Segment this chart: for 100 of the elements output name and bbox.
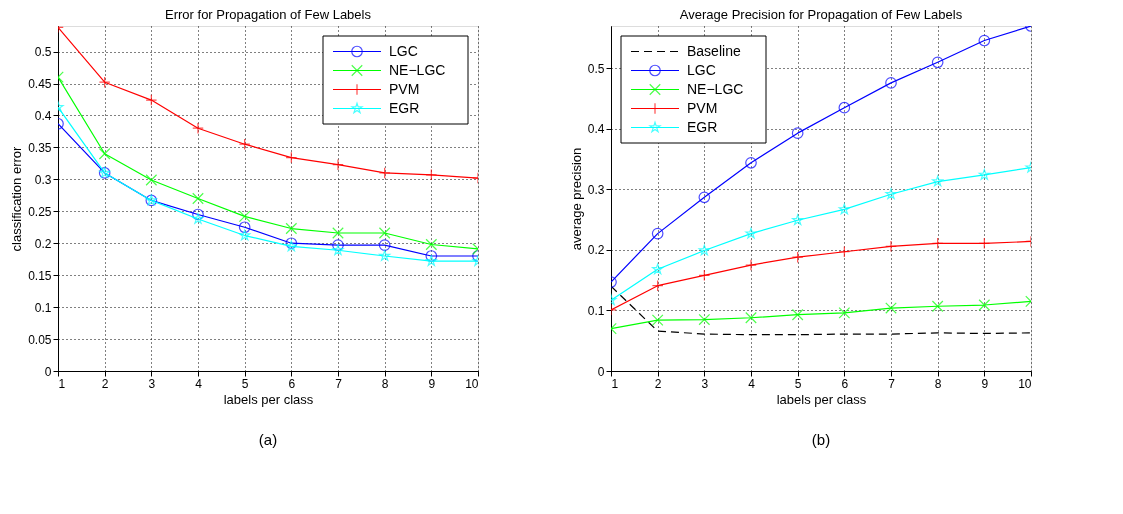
x-tick-label: 2	[101, 376, 109, 391]
point	[332, 158, 344, 171]
x-tick-label: 7	[888, 376, 896, 391]
point	[425, 169, 438, 181]
point	[885, 302, 897, 314]
point	[838, 307, 851, 319]
point	[651, 314, 664, 326]
point	[98, 76, 111, 89]
y-tick-label: 0.25	[28, 204, 52, 219]
y-tick-label: 0.4	[34, 108, 52, 123]
x-tick-label: 6	[841, 376, 849, 391]
point	[378, 227, 391, 239]
x-tick-label: 7	[335, 376, 343, 391]
point	[285, 151, 298, 164]
point	[192, 213, 204, 224]
y-axis-title: average precision	[568, 147, 584, 251]
point	[745, 227, 757, 239]
point	[745, 311, 757, 324]
x-tick-label: 5	[794, 376, 802, 391]
x-tick-label: 10	[465, 376, 479, 391]
text: (b)	[811, 431, 831, 448]
y-tick-label: 0.5	[587, 61, 605, 76]
x-axis-title: labels per class	[776, 391, 867, 407]
point	[838, 245, 851, 258]
point	[978, 299, 991, 311]
x-tick-label: 1	[58, 376, 66, 391]
point	[651, 279, 664, 292]
point	[192, 122, 204, 135]
y-tick-label: 0.05	[28, 332, 52, 347]
x-tick-label: 8	[381, 376, 389, 391]
point	[239, 229, 251, 241]
legend-label: PVM	[687, 99, 718, 116]
point	[885, 77, 897, 89]
point	[885, 240, 897, 253]
point	[838, 101, 851, 114]
point	[238, 210, 251, 223]
point	[145, 174, 158, 186]
y-tick-label: 0.2	[34, 236, 52, 251]
point	[238, 138, 251, 151]
point	[978, 34, 991, 47]
legend-label: EGR	[687, 118, 718, 135]
y-tick-label: 0.1	[34, 300, 52, 315]
x-tick-label: 4	[195, 376, 203, 391]
point	[932, 175, 944, 187]
point	[791, 251, 804, 264]
x-tick-label: 8	[934, 376, 942, 391]
y-tick-label: 0	[44, 364, 52, 379]
legend-label: LGC	[389, 42, 418, 59]
point	[698, 313, 711, 326]
y-tick-label: 0.3	[34, 172, 52, 187]
y-tick-label: 0.3	[587, 182, 605, 197]
x-axis-title: labels per class	[223, 391, 314, 407]
y-tick-label: 0.45	[28, 77, 52, 91]
point	[285, 222, 298, 235]
point	[978, 237, 991, 250]
chart-title: Error for Propagation of Few Labels	[165, 7, 372, 22]
x-tick-label: 2	[654, 376, 662, 391]
point	[332, 244, 344, 256]
x-tick-label: 9	[981, 376, 989, 391]
point	[145, 94, 158, 106]
y-tick-label: 0.4	[587, 122, 605, 137]
y-tick-label: 0.35	[28, 140, 52, 155]
point	[698, 269, 711, 282]
x-tick-label: 4	[748, 376, 756, 391]
legend-label: NE−LGC	[389, 61, 446, 78]
point	[332, 239, 344, 251]
x-tick-label: 1	[611, 376, 619, 391]
point	[791, 308, 804, 321]
point	[978, 169, 990, 180]
y-tick-label: 0.2	[587, 243, 605, 258]
point	[745, 156, 757, 169]
point	[425, 255, 437, 266]
x-tick-label: 6	[288, 376, 296, 391]
y-tick-label: 0.1	[587, 303, 605, 318]
point	[378, 167, 391, 179]
legend-label: LGC	[687, 61, 716, 78]
point	[931, 56, 944, 69]
x-tick-label: 9	[428, 376, 436, 391]
point	[192, 192, 204, 205]
point	[652, 263, 664, 275]
point	[425, 250, 438, 262]
legend-label: NE−LGC	[687, 80, 744, 97]
x-tick-label: 10	[1018, 376, 1032, 391]
y-tick-label: 0.15	[28, 268, 52, 283]
point	[745, 259, 757, 271]
legend-label: PVM	[389, 80, 420, 97]
point	[651, 227, 664, 240]
chart-title: Average Precision for Propagation of Few Labels	[679, 7, 963, 22]
point	[931, 300, 944, 313]
point	[98, 147, 111, 160]
point	[379, 250, 391, 261]
point	[885, 188, 897, 200]
text: (a)	[258, 431, 278, 448]
point	[698, 191, 711, 204]
point	[838, 203, 850, 215]
point	[332, 227, 344, 239]
y-tick-label: 0.5	[34, 45, 52, 60]
point	[425, 238, 438, 251]
point	[698, 244, 710, 256]
point	[791, 127, 804, 139]
